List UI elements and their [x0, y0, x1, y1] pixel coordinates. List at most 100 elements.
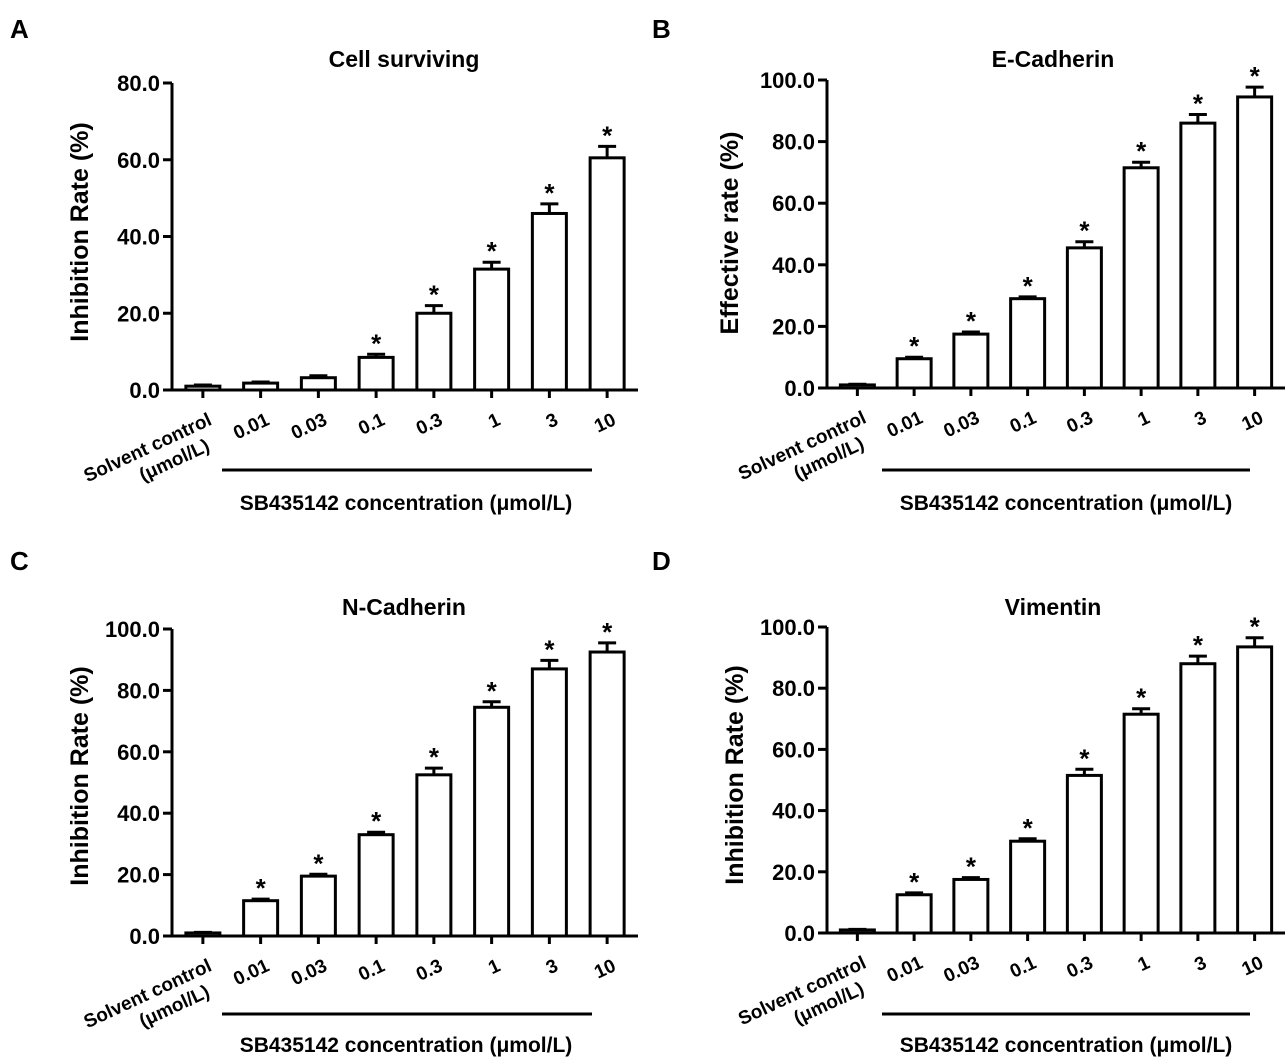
x-tick-label: 3: [1192, 952, 1210, 976]
panel-d: D Vimentin Inhibition Rate (%) 0.0 20.0 40.0 6…: [652, 546, 1285, 1057]
y-tick-label: 100.0: [760, 615, 815, 640]
panel-letter: D: [652, 546, 671, 576]
x-axis-label: SB435142 concentration (μmol/L): [900, 1034, 1233, 1057]
y-tick-label: 80.0: [772, 130, 815, 155]
significance-marker: *: [429, 280, 440, 310]
significance-marker: *: [966, 306, 977, 336]
bar: [415, 773, 453, 938]
significance-marker: *: [487, 676, 498, 706]
y-tick-label: 80.0: [772, 676, 815, 701]
x-axis-label: SB435142 concentration (μmol/L): [240, 1034, 573, 1057]
y-tick-label: 20.0: [772, 314, 815, 339]
bar: [1122, 166, 1160, 390]
x-tick-label: 0.03: [288, 409, 330, 444]
x-tick-label: 0.1: [1007, 952, 1040, 982]
y-tick-label: 100.0: [105, 617, 160, 642]
x-axis-label: SB435142 concentration (μmol/L): [240, 492, 573, 515]
bar: [530, 667, 568, 938]
x-tick-label: 1: [485, 955, 504, 979]
x-tick-label: 10: [1239, 952, 1267, 980]
y-tick-label: 40.0: [772, 253, 815, 278]
significance-marker: *: [966, 852, 977, 882]
y-tick-label: 40.0: [117, 225, 160, 250]
y-tick-label: 100.0: [760, 68, 815, 93]
significance-marker: *: [1079, 743, 1090, 773]
bar: [1122, 712, 1160, 935]
x-tick-label: 0.01: [230, 955, 273, 990]
x-tick-label: 0.03: [941, 952, 983, 987]
bar: [473, 267, 511, 392]
significance-marker: *: [487, 236, 498, 266]
panel-letter: A: [10, 14, 29, 44]
bar: [357, 355, 395, 392]
chart-title: E-Cadherin: [992, 46, 1115, 72]
x-tick-label: 10: [1239, 407, 1267, 435]
bar: [588, 156, 626, 392]
significance-marker: *: [1136, 136, 1147, 166]
y-tick-label: 60.0: [772, 191, 815, 216]
x-tick-label: 10: [591, 409, 619, 437]
significance-marker: *: [313, 848, 324, 878]
bar: [242, 899, 280, 938]
significance-marker: *: [1193, 630, 1204, 660]
bar: [1065, 773, 1103, 935]
x-tick-label: 10: [591, 955, 619, 983]
significance-marker: *: [256, 873, 267, 903]
significance-marker: *: [371, 806, 382, 836]
significance-marker: *: [1136, 683, 1147, 713]
bar: [895, 357, 933, 390]
y-tick-label: 20.0: [772, 860, 815, 885]
panel-c: C N-Cadherin Inhibition Rate (%) 0.0 20.0 40.…: [10, 546, 638, 1057]
bar: [1065, 246, 1103, 390]
y-tick-label: 80.0: [117, 71, 160, 96]
bar: [1179, 121, 1217, 390]
bar: [473, 705, 511, 938]
significance-marker: *: [371, 328, 382, 358]
y-tick-label: 20.0: [117, 301, 160, 326]
y-tick-label: 60.0: [772, 737, 815, 762]
bar: [299, 376, 337, 392]
bar: [184, 384, 222, 392]
y-tick-label: 60.0: [117, 740, 160, 765]
bar: [530, 211, 568, 392]
x-tick-label: 1: [485, 409, 504, 433]
bar: [1009, 297, 1047, 390]
y-tick-label: 0.0: [784, 921, 815, 946]
y-axis-label: Effective rate (%): [716, 132, 744, 335]
panel-letter: B: [652, 14, 671, 44]
significance-marker: *: [1193, 88, 1204, 118]
chart-title: Cell surviving: [329, 46, 480, 72]
x-tick-label: 0.03: [288, 955, 330, 990]
y-tick-label: 0.0: [129, 378, 160, 403]
significance-marker: *: [1023, 813, 1034, 843]
significance-marker: *: [1023, 271, 1034, 301]
y-tick-label: 40.0: [772, 799, 815, 824]
bar: [952, 332, 990, 390]
bar: [1179, 662, 1217, 935]
y-tick-label: 60.0: [117, 148, 160, 173]
significance-marker: *: [1079, 216, 1090, 246]
y-axis-label: Inhibition Rate (%): [721, 665, 749, 884]
x-tick-label: 0.01: [884, 407, 927, 442]
bar: [415, 311, 453, 392]
significance-marker: *: [1250, 612, 1261, 642]
bar: [952, 877, 990, 935]
x-tick-label: 3: [543, 409, 561, 433]
bar: [357, 833, 395, 938]
bar: [242, 381, 280, 392]
x-tick-label: 0.3: [413, 409, 446, 439]
x-tick-label: 0.3: [413, 955, 446, 985]
chart-title: Vimentin: [1005, 594, 1102, 620]
significance-marker: *: [909, 867, 920, 897]
x-tick-label: 0.1: [355, 955, 388, 985]
x-tick-label: 0.01: [884, 952, 927, 987]
y-tick-label: 0.0: [784, 376, 815, 401]
significance-marker: *: [544, 634, 555, 664]
significance-marker: *: [544, 178, 555, 208]
y-tick-label: 40.0: [117, 801, 160, 826]
significance-marker: *: [429, 742, 440, 772]
x-tick-label: 0.01: [230, 409, 273, 444]
x-tick-label: 0.1: [1007, 407, 1040, 437]
x-tick-label: 1: [1135, 407, 1154, 431]
